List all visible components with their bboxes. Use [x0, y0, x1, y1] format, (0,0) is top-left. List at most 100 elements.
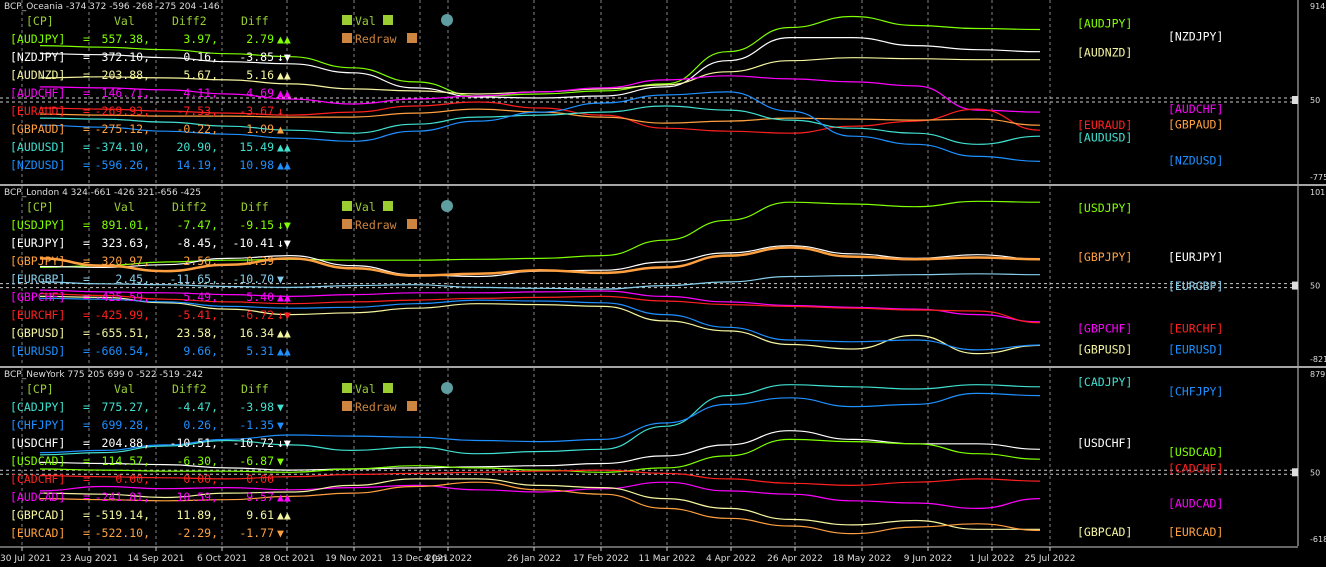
row-val: 2.45,: [115, 272, 150, 286]
row-diff2: 10.59,: [176, 490, 218, 504]
row-arrows: ▲: [277, 122, 284, 136]
row-pair: [NZDJPY]: [10, 50, 65, 64]
row-diff2: 0.00,: [183, 472, 218, 486]
row-diff: 2.79: [246, 32, 274, 46]
series-line-eurcad: [39, 481, 1041, 535]
row-pair: [EURUSD]: [10, 344, 65, 358]
row-pair: [AUDJPY]: [10, 32, 65, 46]
row-pair: [AUDCHF]: [10, 86, 65, 100]
series-label-audcad: [AUDCAD]: [1168, 496, 1223, 510]
row-pair: [AUDNZD]: [10, 68, 65, 82]
redraw-button-box[interactable]: [342, 33, 352, 43]
row-val: -522.10,: [95, 526, 150, 540]
row-val: -596.26,: [95, 158, 150, 172]
series-line-gbpjpy: [39, 246, 1041, 277]
x-tick-label: 26 Apr 2022: [767, 554, 823, 564]
series-label-eurgbp: [EURGBP]: [1168, 279, 1223, 293]
row-eq: =: [83, 122, 90, 136]
table-head-diff: Diff: [241, 382, 269, 396]
row-pair: [GBPCHF]: [10, 290, 65, 304]
panel-header: BCP_London 4 324 -661 -426 321 -656 -425: [4, 188, 201, 198]
series-label-eurjpy: [EURJPY]: [1168, 250, 1223, 264]
row-val: -275.12,: [95, 122, 150, 136]
row-arrows: ↓: [277, 104, 284, 118]
row-pair: [AUDCAD]: [10, 490, 65, 504]
x-tick-label: 17 Feb 2022: [573, 554, 629, 564]
series-label-cadchf: [CADCHF]: [1168, 461, 1223, 475]
row-arrows: ▼: [277, 526, 284, 540]
row-diff: -3.67: [239, 104, 274, 118]
val-toggle-box[interactable]: [342, 383, 352, 393]
table-head-diff2: Diff2: [172, 14, 207, 28]
row-val: 0.00,: [115, 472, 150, 486]
x-tick-label: 1 Jul 2022: [969, 554, 1014, 564]
row-diff2: -2.29,: [176, 526, 218, 540]
x-tick-label: 19 Nov 2021: [325, 554, 383, 564]
val-toggle-box[interactable]: [342, 15, 352, 25]
row-arrows: ↓▼: [277, 50, 291, 64]
series-label-chfjpy: [CHFJPY]: [1168, 385, 1223, 399]
row-eq: =: [83, 272, 90, 286]
x-axis: 30 Jul 2021 23 Aug 2021 14 Sep 2021 6 Oct 2…: [0, 546, 1298, 564]
x-tick-label: 4 Jan 2022: [424, 554, 472, 564]
row-diff2: 5.67,: [183, 68, 218, 82]
row-diff: 10.98: [239, 158, 274, 172]
row-diff: -1.35: [239, 418, 274, 432]
x-tick-label: 4 Apr 2022: [706, 554, 756, 564]
series-label-cadjpy: [CADJPY]: [1077, 375, 1132, 389]
row-arrows: ▼: [277, 418, 284, 432]
series-label-gbpchf: [GBPCHF]: [1077, 322, 1132, 336]
row-pair: [EURAUD]: [10, 104, 65, 118]
row-diff: 15.49: [239, 140, 274, 154]
row-diff2: -8.45,: [176, 236, 218, 250]
row-diff2: 9.66,: [183, 344, 218, 358]
row-arrows: ▼: [277, 272, 284, 286]
row-pair: [GBPJPY]: [10, 254, 65, 268]
y-axis-mid-label: 50: [1310, 468, 1320, 477]
status-dot: [441, 382, 453, 394]
row-eq: =: [83, 326, 90, 340]
row-arrows: ▼: [277, 400, 284, 414]
row-diff2: -10.51,: [170, 436, 218, 450]
x-tick-label: 28 Oct 2021: [259, 554, 315, 564]
table-head-diff2: Diff2: [172, 200, 207, 214]
val-toggle-box[interactable]: [342, 201, 352, 211]
x-tick-label: 13 Dec 2021: [391, 554, 449, 564]
y-axis-bottom-label: -775: [1310, 173, 1326, 182]
table-head-val: Val: [114, 14, 135, 28]
row-diff: -10.70: [232, 272, 274, 286]
status-dot: [441, 14, 453, 26]
series-label-audjpy: [AUDJPY]: [1077, 17, 1132, 31]
y-axis-mid-label: 50: [1310, 282, 1320, 291]
redraw-button-label: Redraw: [355, 32, 397, 46]
row-diff2: -5.41,: [176, 308, 218, 322]
row-arrows: ▼: [277, 454, 284, 468]
y-axis-mid-label: 50: [1310, 96, 1320, 105]
series-line-audjpy: [39, 15, 1041, 97]
x-tick-label: 14 Sep 2021: [127, 554, 184, 564]
row-pair: [USDJPY]: [10, 218, 65, 232]
series-label-usdjpy: [USDJPY]: [1077, 201, 1132, 215]
val-toggle-box-2: [383, 383, 393, 393]
x-tick-label: 6 Oct 2021: [197, 554, 247, 564]
row-diff2: 14.19,: [176, 158, 218, 172]
series-label-audnzd: [AUDNZD]: [1077, 46, 1132, 60]
row-arrows: ▲▲: [277, 508, 291, 522]
redraw-button-box[interactable]: [342, 219, 352, 229]
row-val: -660.54,: [95, 344, 150, 358]
y-axis-bottom-label: -821: [1310, 355, 1326, 364]
row-pair: [CHFJPY]: [10, 418, 65, 432]
redraw-button-box[interactable]: [342, 401, 352, 411]
series-label-nzdjpy: [NZDJPY]: [1168, 30, 1223, 44]
row-diff2: -4.47,: [176, 400, 218, 414]
series-line-nzdjpy: [39, 36, 1041, 99]
x-tick-label: 9 Jun 2022: [904, 554, 952, 564]
row-eq: =: [83, 254, 90, 268]
series-line-euraud: [39, 101, 1041, 134]
row-diff: 4.69: [246, 86, 274, 100]
y-axis-top-label: 879: [1310, 370, 1325, 379]
row-pair: [USDCHF]: [10, 436, 65, 450]
x-tick-label: 11 Mar 2022: [638, 554, 695, 564]
series-line-audchf: [39, 75, 1041, 113]
